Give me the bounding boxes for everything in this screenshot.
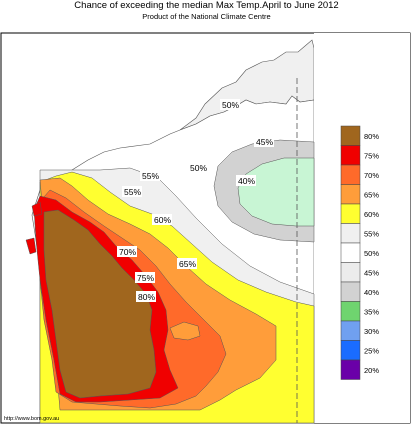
- map-subtitle: Product of the National Climate Centre: [142, 12, 271, 21]
- label-bg: [188, 162, 208, 173]
- legend-label: 45%: [364, 268, 379, 277]
- zone-70-patch: [169, 321, 201, 341]
- contour-label-50-north: 50%: [222, 100, 239, 110]
- contour-label-80: 80%: [138, 292, 155, 302]
- island-2: [31, 201, 43, 217]
- contour-label-40: 40%: [238, 176, 255, 186]
- legend-swatch: [340, 320, 361, 341]
- legend-swatch: [340, 262, 361, 283]
- contour-label-45: 45%: [256, 137, 273, 147]
- east-region: [314, 33, 410, 423]
- legend-label: 20%: [364, 366, 379, 375]
- legend-swatch: [340, 242, 361, 263]
- label-bg: [136, 291, 156, 302]
- contour-label-55-south: 55%: [124, 187, 141, 197]
- legend-swatch: [340, 281, 361, 302]
- legend-swatch: [340, 184, 361, 205]
- zone-40: [237, 157, 315, 227]
- legend-label: 50%: [364, 249, 379, 258]
- legend-label: 35%: [364, 307, 379, 316]
- label-bg: [122, 186, 142, 197]
- label-bg: [135, 272, 155, 283]
- label-bg: [117, 246, 137, 257]
- footer-url: http://www.bom.gov.au: [4, 416, 59, 422]
- legend-swatch: [340, 125, 361, 146]
- legend-label: 65%: [364, 190, 379, 199]
- zone-80: [43, 209, 157, 399]
- legend-label: 60%: [364, 210, 379, 219]
- contour-label-75: 75%: [137, 273, 154, 283]
- label-bg: [236, 175, 256, 186]
- label-bg: [254, 136, 274, 147]
- label-bg: [177, 258, 197, 269]
- contour-label-65: 65%: [179, 259, 196, 269]
- legend-label: 70%: [364, 171, 379, 180]
- legend-swatch: [340, 145, 361, 166]
- label-bg: [152, 214, 172, 225]
- label-bg: [220, 99, 240, 110]
- contour-label-55-north: 55%: [142, 171, 159, 181]
- label-bg: [140, 170, 160, 181]
- contour-label-60: 60%: [154, 215, 171, 225]
- island-1: [25, 237, 37, 255]
- legend-label: 40%: [364, 288, 379, 297]
- legend: 80% 75% 70% 65% 60% 55% 50% 45% 40% 35% 30% 25% 20%: [340, 125, 379, 380]
- legend-swatch: [340, 164, 361, 185]
- legend-swatch: [340, 223, 361, 244]
- legend-label: 30%: [364, 327, 379, 336]
- legend-label: 75%: [364, 151, 379, 160]
- legend-swatch: [340, 359, 361, 380]
- contour-label-70: 70%: [119, 247, 136, 257]
- map-title: Chance of exceeding the median Max Temp.…: [74, 0, 339, 11]
- legend-swatch: [340, 203, 361, 224]
- legend-swatch: [340, 340, 361, 361]
- legend-label: 25%: [364, 346, 379, 355]
- legend-label: 55%: [364, 229, 379, 238]
- contour-labels: 50% 45% 40% 50% 55% 55% 60% 70% 65% 75% …: [117, 99, 274, 302]
- legend-label: 80%: [364, 132, 379, 141]
- contour-label-50-central: 50%: [190, 163, 207, 173]
- legend-swatch: [340, 301, 361, 322]
